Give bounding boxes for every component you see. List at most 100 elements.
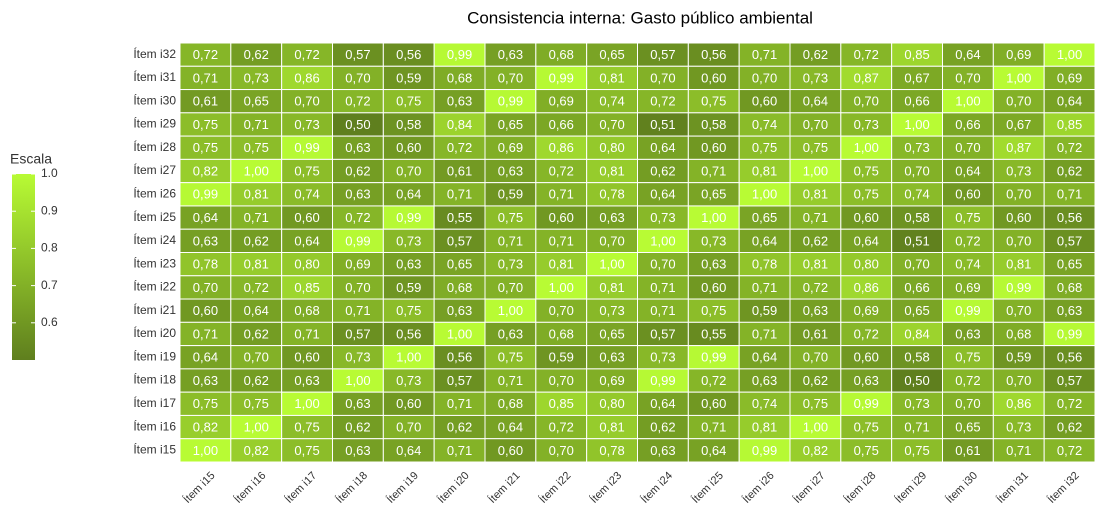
cell-label: 0,58 — [904, 350, 929, 365]
cell-label: 0,75 — [294, 443, 319, 458]
cell-label: 0,57 — [447, 233, 472, 248]
cell-label: 0,60 — [701, 140, 726, 155]
y-tick-label: Ítem i16 — [133, 418, 176, 433]
y-tick-label: Ítem i25 — [133, 209, 176, 224]
cell-label: 0,73 — [904, 140, 929, 155]
cell-label: 0,62 — [803, 47, 828, 62]
cell-label: 0,57 — [650, 326, 675, 341]
cell-label: 0,73 — [1006, 420, 1031, 435]
cell-label: 0,60 — [701, 70, 726, 85]
cell-label: 0,75 — [854, 187, 879, 202]
cell-label: 0,84 — [447, 117, 472, 132]
cell-label: 0,82 — [244, 443, 269, 458]
cell-label: 0,56 — [396, 47, 421, 62]
cell-label: 0,99 — [650, 373, 675, 388]
cell-label: 0,64 — [650, 396, 675, 411]
cell-label: 0,72 — [955, 373, 980, 388]
chart-title: Consistencia interna: Gasto público ambi… — [467, 8, 813, 27]
cell-label: 0,80 — [599, 396, 624, 411]
cell-label: 0,60 — [854, 210, 879, 225]
cell-label: 0,70 — [1006, 187, 1031, 202]
x-tick-label: Ítem i30 — [943, 469, 980, 506]
cell-label: 0,61 — [447, 163, 472, 178]
x-tick-label: Ítem i29 — [892, 469, 929, 506]
cell-label: 1,00 — [1006, 70, 1031, 85]
cell-label: 0,99 — [752, 443, 777, 458]
cell-label: 0,75 — [193, 140, 218, 155]
cell-label: 0,57 — [1057, 373, 1082, 388]
cell-label: 0,99 — [1006, 280, 1031, 295]
cell-label: 0,75 — [498, 210, 523, 225]
cell-label: 0,62 — [1057, 163, 1082, 178]
cell-label: 0,81 — [803, 257, 828, 272]
cell-label: 1,00 — [1057, 47, 1082, 62]
cell-label: 0,78 — [193, 257, 218, 272]
cell-label: 0,72 — [955, 233, 980, 248]
cell-label: 0,71 — [447, 443, 472, 458]
cell-label: 0,72 — [549, 420, 574, 435]
cell-label: 0,75 — [904, 443, 929, 458]
cell-label: 0,64 — [498, 420, 523, 435]
cell-label: 0,56 — [1057, 210, 1082, 225]
cell-label: 0,56 — [396, 326, 421, 341]
cell-label: 0,51 — [904, 233, 929, 248]
cell-label: 0,72 — [294, 47, 319, 62]
cell-label: 0,99 — [701, 350, 726, 365]
cell-label: 0,81 — [549, 257, 574, 272]
cell-label: 0,72 — [549, 163, 574, 178]
cell-label: 0,75 — [955, 350, 980, 365]
cell-label: 0,81 — [244, 257, 269, 272]
cell-label: 0,85 — [904, 47, 929, 62]
cell-label: 0,56 — [1057, 350, 1082, 365]
cell-label: 0,72 — [447, 140, 472, 155]
cell-label: 0,72 — [854, 47, 879, 62]
x-tick-label: Ítem i16 — [232, 469, 269, 506]
cell-label: 0,81 — [599, 420, 624, 435]
cell-label: 0,73 — [244, 70, 269, 85]
cell-label: 1,00 — [904, 117, 929, 132]
cell-label: 0,55 — [701, 326, 726, 341]
cell-label: 0,74 — [599, 94, 624, 109]
cell-label: 0,58 — [904, 210, 929, 225]
cell-label: 0,63 — [701, 257, 726, 272]
cell-label: 0,74 — [752, 117, 777, 132]
cell-label: 0,70 — [498, 70, 523, 85]
cell-label: 0,72 — [701, 373, 726, 388]
cell-label: 0,57 — [1057, 233, 1082, 248]
cell-label: 0,63 — [294, 373, 319, 388]
cell-label: 0,71 — [498, 233, 523, 248]
cell-label: 0,55 — [447, 210, 472, 225]
cell-label: 0,70 — [345, 70, 370, 85]
cell-label: 0,60 — [752, 94, 777, 109]
cell-label: 0,69 — [1057, 70, 1082, 85]
cell-label: 0,71 — [904, 420, 929, 435]
cell-label: 0,70 — [650, 70, 675, 85]
x-tick-label: Ítem i24 — [638, 469, 675, 506]
cell-label: 0,63 — [193, 233, 218, 248]
cell-label: 0,73 — [904, 396, 929, 411]
cell-label: 0,64 — [752, 233, 777, 248]
cell-label: 1,00 — [498, 303, 523, 318]
cell-label: 0,70 — [396, 420, 421, 435]
cell-label: 0,64 — [244, 303, 269, 318]
cell-label: 0,64 — [650, 140, 675, 155]
cell-label: 0,63 — [447, 303, 472, 318]
colorbar-tick-label: 0.8 — [41, 241, 58, 255]
cell-label: 0,63 — [1057, 303, 1082, 318]
y-tick-label: Ítem i17 — [133, 395, 176, 410]
cell-label: 0,85 — [549, 396, 574, 411]
cell-label: 0,80 — [854, 257, 879, 272]
x-tick-label: Ítem i31 — [994, 469, 1031, 506]
cell-label: 0,69 — [498, 140, 523, 155]
cell-label: 0,82 — [193, 420, 218, 435]
cell-label: 0,60 — [294, 210, 319, 225]
cell-label: 0,59 — [549, 350, 574, 365]
cell-label: 0,70 — [904, 257, 929, 272]
cell-label: 0,67 — [904, 70, 929, 85]
y-tick-label: Ítem i20 — [133, 325, 176, 340]
cell-label: 0,72 — [1057, 443, 1082, 458]
cell-label: 0,72 — [854, 326, 879, 341]
cell-label: 0,70 — [955, 140, 980, 155]
cell-label: 0,81 — [1006, 257, 1031, 272]
cell-label: 0,64 — [955, 47, 980, 62]
